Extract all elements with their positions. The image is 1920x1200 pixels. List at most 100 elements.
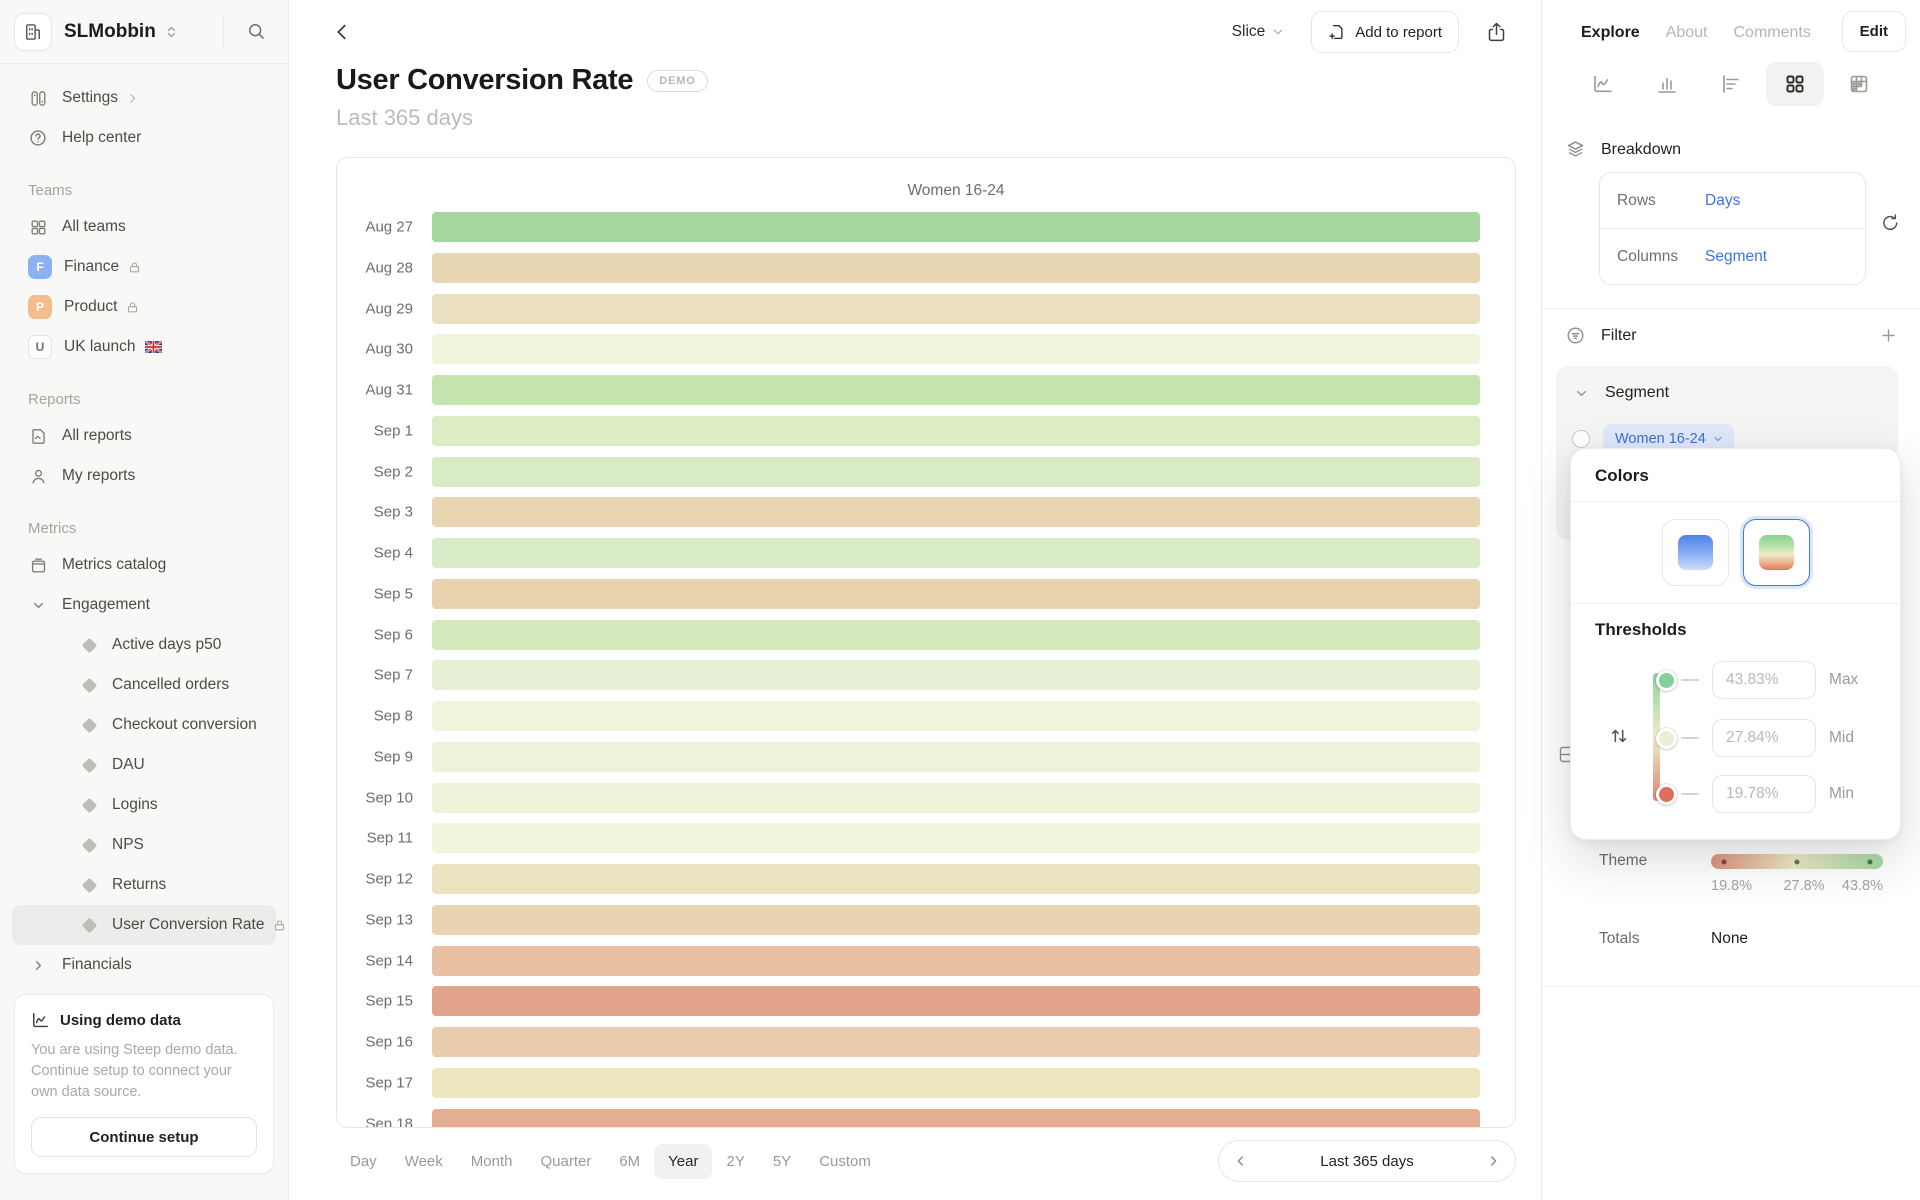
document-plus-icon [1328,23,1346,41]
sidebar-item-user-conversion-rate[interactable]: User Conversion Rate [12,905,285,945]
timebar-option-6m[interactable]: 6M [619,1152,641,1170]
heatmap-cell[interactable] [432,293,1480,324]
sidebar-item-financials[interactable]: Financials [12,945,276,985]
metrics-catalog-label: Metrics catalog [62,556,167,573]
sidebar-item-all-teams[interactable]: All teams [12,207,276,247]
sidebar-item-nps[interactable]: NPS [12,825,276,865]
heatmap-cell[interactable] [432,1027,1480,1057]
columns-label: Columns [1617,247,1679,265]
workspace-name[interactable]: SLMobbin [64,20,156,42]
add-filter-button[interactable] [1879,326,1898,345]
sidebar-item-active-days-p50[interactable]: Active days p50 [12,625,276,665]
sidebar-item-product[interactable]: P Product [12,287,276,327]
sidebar-item-dau[interactable]: DAU [12,745,276,785]
sidebar-item-returns[interactable]: Returns [12,865,276,905]
color-scheme-blue-option[interactable] [1661,519,1729,586]
tab-comments[interactable]: Comments [1733,24,1811,41]
sidebar-item-my-reports[interactable]: My reports [12,456,276,496]
heatmap-cell[interactable] [432,864,1480,894]
threshold-handle-min[interactable] [1656,784,1677,805]
sort-thresholds-icon[interactable] [1608,725,1630,747]
metric-label: User Conversion Rate [112,916,265,933]
rows-value[interactable]: Days [1705,191,1741,209]
heatmap-cell[interactable] [432,497,1480,528]
add-to-report-button[interactable]: Add to report [1311,11,1459,53]
segment-filter-header[interactable]: Segment [1556,366,1898,402]
columns-value[interactable]: Segment [1705,247,1768,265]
metric-diamond-icon [81,757,98,773]
sidebar-item-all-reports[interactable]: All reports [12,416,276,456]
share-button[interactable] [1477,13,1515,51]
heatmap-cell[interactable] [432,578,1480,609]
sidebar-item-cancelled-orders[interactable]: Cancelled orders [12,665,276,705]
timebar-option-quarter[interactable]: Quarter [540,1152,592,1170]
timebar-option-5y[interactable]: 5Y [772,1152,792,1170]
heatmap-cell[interactable] [432,904,1480,935]
heatmap-cell[interactable] [432,415,1480,446]
heatmap-cell[interactable] [432,823,1480,854]
sidebar-header: SLMobbin [0,0,288,64]
horizontal-bar-chart-type-icon[interactable] [1702,62,1760,106]
product-avatar: P [28,295,52,319]
range-next-button[interactable] [1471,1153,1515,1169]
theme-gradient[interactable] [1711,854,1883,869]
tab-about[interactable]: About [1665,24,1708,41]
segment-radio[interactable] [1572,430,1590,448]
timebar-option-2y[interactable]: 2Y [726,1152,745,1170]
heatmap-cell[interactable] [432,375,1480,405]
range-prev-button[interactable] [1219,1153,1263,1169]
workspace-logo[interactable] [14,12,52,51]
sidebar-item-metrics-catalog[interactable]: Metrics catalog [12,545,276,585]
sidebar-item-finance[interactable]: F Finance [12,247,276,287]
timebar-option-month[interactable]: Month [470,1152,513,1170]
swap-axes-button[interactable] [1880,212,1901,233]
lock-icon [126,301,139,314]
tab-explore[interactable]: Explore [1581,24,1640,41]
heatmap-cell[interactable] [432,986,1480,1017]
heatmap-cell[interactable] [432,741,1480,772]
heatmap-row: Sep 14 [337,945,1515,976]
sidebar-item-engagement[interactable]: Engagement [12,585,276,625]
continue-setup-button[interactable]: Continue setup [31,1117,257,1157]
sidebar-item-uk-launch[interactable]: U UK launch [12,327,276,367]
heatmap-cell[interactable] [432,1108,1480,1127]
threshold-handle-max[interactable] [1656,670,1677,691]
sidebar-item-help-center[interactable]: Help center [12,118,276,158]
bar-chart-type-icon[interactable] [1638,62,1696,106]
heatmap-cell[interactable] [432,334,1480,365]
heatmap-cell[interactable] [432,1067,1480,1098]
color-scheme-green-red-option[interactable] [1742,519,1810,586]
threshold-min-input[interactable] [1712,775,1816,813]
heatmap-cell[interactable] [432,252,1480,283]
line-chart-type-icon[interactable] [1574,62,1632,106]
slice-dropdown[interactable]: Slice [1232,23,1286,41]
heatmap-cell[interactable] [432,456,1480,487]
heatmap-cell[interactable] [432,945,1480,976]
blue-gradient-swatch [1677,535,1713,570]
totals-value[interactable]: None [1711,930,1749,947]
heatmap-cell[interactable] [432,782,1480,813]
workspace-switcher-icon[interactable] [164,24,179,40]
timebar-option-week[interactable]: Week [404,1152,443,1170]
threshold-mid-input[interactable] [1712,719,1816,757]
range-label[interactable]: Last 365 days [1320,1152,1414,1170]
section-header-teams: Teams [28,182,73,199]
sidebar-item-checkout-conversion[interactable]: Checkout conversion [12,705,276,745]
sidebar-item-settings[interactable]: Settings [12,78,276,118]
heatmap-cell[interactable] [432,619,1480,650]
heatmap-cell[interactable] [432,660,1480,691]
threshold-handle-mid[interactable] [1656,728,1677,749]
timebar-option-custom[interactable]: Custom [819,1152,871,1170]
search-button[interactable] [238,14,274,50]
heatmap-chart-type-icon[interactable] [1766,62,1824,106]
pivot-table-chart-type-icon[interactable] [1830,62,1888,106]
edit-button[interactable]: Edit [1841,11,1906,52]
timebar-option-year[interactable]: Year [654,1143,713,1179]
timebar-option-day[interactable]: Day [350,1152,377,1170]
heatmap-cell[interactable] [432,538,1480,568]
heatmap-cell[interactable] [432,701,1480,731]
sidebar-item-logins[interactable]: Logins [12,785,276,825]
heatmap-cell[interactable] [432,212,1480,242]
threshold-max-input[interactable] [1712,661,1816,699]
back-button[interactable] [331,21,353,43]
